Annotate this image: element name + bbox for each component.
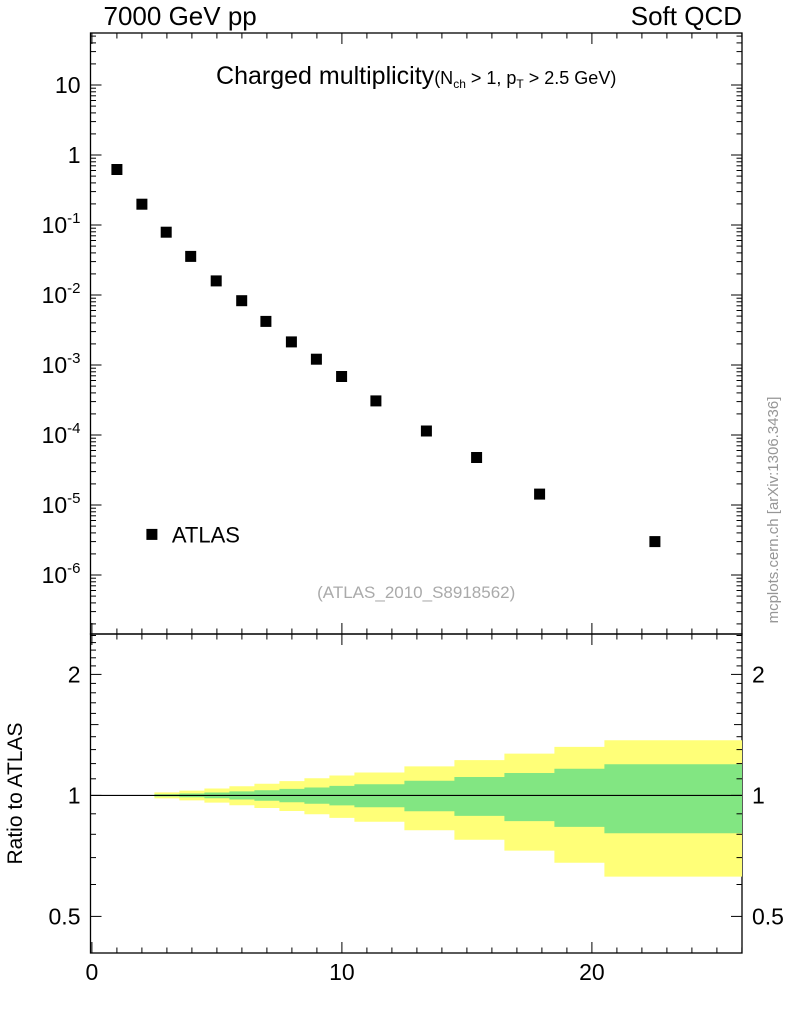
svg-text:ATLAS: ATLAS [172,522,240,547]
svg-text:1: 1 [752,782,765,808]
svg-text:10: 10 [55,72,81,98]
svg-text:1: 1 [68,142,81,168]
svg-text:Ratio to ATLAS: Ratio to ATLAS [4,722,27,864]
svg-text:0.5: 0.5 [752,903,784,929]
svg-text:2: 2 [752,661,765,687]
svg-text:Soft QCD: Soft QCD [631,1,742,31]
svg-text:20: 20 [579,959,605,985]
svg-text:(ATLAS_2010_S8918562): (ATLAS_2010_S8918562) [317,583,515,602]
svg-text:mcplots.cern.ch [arXiv:1306.34: mcplots.cern.ch [arXiv:1306.3436] [765,397,782,624]
svg-text:2: 2 [68,661,81,687]
svg-text:0: 0 [86,959,99,985]
svg-text:10: 10 [329,959,355,985]
svg-text:7000 GeV pp: 7000 GeV pp [104,1,257,31]
svg-text:0.5: 0.5 [49,903,81,929]
svg-text:1: 1 [68,782,81,808]
